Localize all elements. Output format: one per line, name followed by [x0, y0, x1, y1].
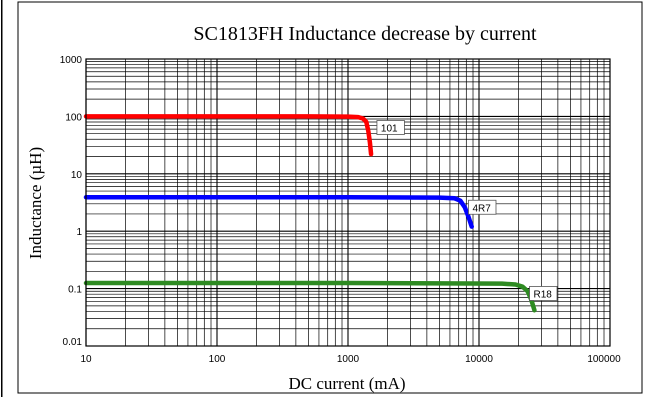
- series-label-box: [529, 286, 558, 301]
- series-label-box: [468, 199, 497, 215]
- y-tick-label: 10: [71, 170, 83, 181]
- y-tick-label: 1000: [60, 55, 83, 66]
- series-line-4r7: [83, 195, 474, 229]
- plot-border: [85, 58, 611, 347]
- series-label-101: 101: [381, 123, 398, 134]
- page-left-edge: [1, 0, 3, 397]
- x-tick-label: 100: [209, 354, 226, 365]
- y-tick-label: 0.1: [68, 285, 82, 296]
- series-label-box: [376, 120, 405, 135]
- y-axis-label: Inductance (µH): [26, 147, 45, 259]
- x-axis-label: DC current (mA): [288, 374, 405, 393]
- chart-title: SC1813FH Inductance decrease by current: [193, 23, 537, 45]
- y-tick-label: 1: [76, 227, 82, 238]
- x-tick-label: 10000: [465, 354, 493, 365]
- x-tick-label: 100000: [587, 354, 621, 365]
- y-tick-labels: 1000 100 10 1 0.1 0.01: [60, 55, 83, 348]
- x-tick-labels: 10 100 1000 10000 100000: [80, 354, 621, 365]
- y-tick-label: 100: [65, 112, 82, 123]
- series-line-101: [83, 114, 374, 157]
- series-labels: 101 4R7 R18: [376, 120, 558, 301]
- series-label-r18: R18: [534, 289, 553, 300]
- series-label-4r7: 4R7: [472, 203, 491, 214]
- x-tick-label: 1000: [337, 354, 360, 365]
- x-tick-label: 10: [80, 354, 92, 365]
- y-tick-label: 0.01: [63, 337, 83, 348]
